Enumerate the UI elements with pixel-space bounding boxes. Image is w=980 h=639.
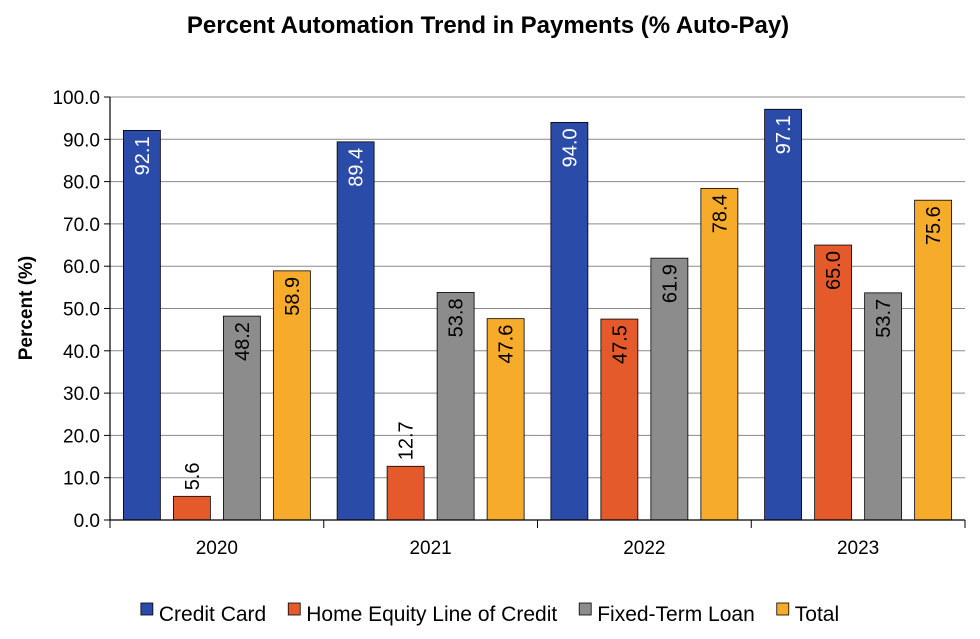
data-label: 78.4 [709,194,731,233]
chart-title: Percent Automation Trend in Payments (% … [187,12,789,39]
data-label: 5.6 [182,462,204,490]
bar [486,318,525,521]
axes: 0.0 10.0 20.0 30.0 40.0 50.0 60.0 70.0 80.0 90.0 1… [52,88,966,559]
data-label: 53.8 [446,298,468,337]
y-tick-label: 10.0 [63,469,100,490]
legend-label: Total [795,603,839,626]
data-label: 61.9 [659,264,681,303]
bar [650,257,689,521]
bars [122,108,953,521]
legend-item: Total [776,602,839,626]
bar [272,270,311,521]
legend-swatch [578,602,592,616]
y-tick-label: 80.0 [63,173,100,194]
bar [172,495,211,521]
data-label: 75.6 [923,206,945,245]
data-label: 48.2 [232,322,254,361]
data-label: 47.5 [609,325,631,364]
y-tick-label: 90.0 [63,130,100,151]
y-tick-label: 20.0 [63,426,100,447]
bar [814,244,853,521]
legend-item: Credit Card [140,602,266,626]
bar [122,130,161,521]
bar [764,108,803,521]
bar [386,465,425,521]
legend-label: Fixed-Term Loan [597,603,755,626]
data-label: 53.7 [873,299,895,338]
data-label: 89.4 [346,148,368,187]
legend: Credit Card Home Equity Line of Credit Fix… [140,602,839,626]
y-tick-label: 0.0 [74,511,100,532]
x-tick-label: 2022 [623,538,665,559]
y-tick-label: 50.0 [63,300,100,321]
legend-label: Home Equity Line of Credit [306,603,557,626]
bar [336,141,375,521]
y-tick-label: 70.0 [63,215,100,236]
x-tick-label: 2023 [837,538,879,559]
y-axis-label: Percent (%) [16,256,37,361]
legend-item: Home Equity Line of Credit [287,602,557,626]
bar [864,292,903,521]
bar [700,187,739,521]
data-label: 92.1 [132,136,154,175]
legend-swatch [776,602,790,616]
data-label: 47.6 [496,325,518,364]
bar [550,121,589,521]
data-label: 12.7 [396,421,418,460]
data-label: 94.0 [559,128,581,167]
x-tick-label: 2020 [196,538,238,559]
legend-label: Credit Card [159,603,266,626]
data-label: 58.9 [282,277,304,316]
y-tick-label: 60.0 [63,257,100,278]
legend-swatch [287,602,301,616]
y-tick-label: 30.0 [63,384,100,405]
legend-swatch [140,602,154,616]
x-tick-label: 2021 [409,538,451,559]
y-tick-label: 40.0 [63,342,100,363]
data-labels: 92.1 5.6 48.2 58.9 89.4 12.7 53.8 47.6 94.0 47.5 6… [132,115,945,490]
y-tick-label: 100.0 [52,88,100,109]
data-label: 65.0 [823,251,845,290]
bar [222,315,261,521]
bar [914,199,953,521]
bar [600,318,639,521]
data-label: 97.1 [773,115,795,154]
legend-item: Fixed-Term Loan [578,602,755,626]
